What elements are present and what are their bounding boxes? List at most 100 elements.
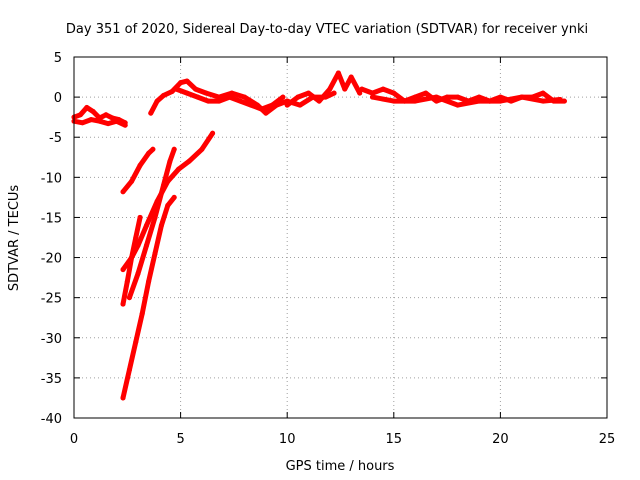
data-point <box>561 98 567 104</box>
data-point <box>359 86 365 92</box>
data-point <box>161 93 167 99</box>
data-point <box>391 98 397 104</box>
data-point <box>540 90 546 96</box>
data-point <box>433 94 439 100</box>
y-tick-label: -40 <box>41 412 62 427</box>
data-point <box>84 105 90 111</box>
data-point <box>120 395 126 401</box>
x-tick-label: 25 <box>599 432 616 447</box>
x-axis-title: GPS time / hours <box>286 459 395 474</box>
data-point <box>137 214 143 220</box>
data-point <box>519 94 525 100</box>
data-point <box>237 98 243 104</box>
tick-layer: 0 5 10 15 20 25 5 0 -5 -10 -15 -20 -25 -30 -35 -40 <box>41 51 616 447</box>
data-point <box>97 118 103 124</box>
data-point <box>105 121 111 127</box>
x-tick-label: 15 <box>386 432 403 447</box>
data-point <box>193 86 199 92</box>
data-point <box>133 339 139 345</box>
y-tick-label: -30 <box>41 332 62 347</box>
data-point <box>357 90 363 96</box>
data-point <box>412 98 418 104</box>
data-point <box>129 255 135 261</box>
data-point <box>310 94 316 100</box>
data-point <box>195 94 201 100</box>
data-point <box>165 202 171 208</box>
y-tick-label: 0 <box>54 91 62 106</box>
data-point <box>323 94 329 100</box>
data-point <box>135 271 141 277</box>
data-point <box>173 86 179 92</box>
data-point <box>124 279 130 285</box>
data-point <box>327 86 333 92</box>
data-point <box>227 94 233 100</box>
data-point <box>126 295 132 301</box>
chart-title: Day 351 of 2020, Sidereal Day-to-day VTE… <box>66 22 588 37</box>
x-tick-label: 20 <box>492 432 509 447</box>
data-point <box>103 112 109 118</box>
data-point <box>476 98 482 104</box>
y-tick-label: -20 <box>41 252 62 267</box>
data-point <box>80 120 86 126</box>
data-point <box>242 94 248 100</box>
data-point <box>348 74 354 80</box>
data-point <box>199 146 205 152</box>
data-point <box>109 115 115 121</box>
data-point <box>146 279 152 285</box>
data-point <box>540 98 546 104</box>
data-point <box>391 90 397 96</box>
data-point <box>259 106 265 112</box>
data-point <box>171 194 177 200</box>
x-tick-label: 5 <box>176 432 184 447</box>
data-point <box>152 214 158 220</box>
data-point <box>154 98 160 104</box>
data-point <box>77 112 83 118</box>
data-point <box>280 94 286 100</box>
data-point <box>229 90 235 96</box>
data-point <box>146 150 152 156</box>
data-point <box>205 98 211 104</box>
data-point <box>297 102 303 108</box>
data-point <box>152 251 158 257</box>
data-point <box>175 166 181 172</box>
y-tick-label: -5 <box>49 131 62 146</box>
data-point <box>306 90 312 96</box>
data-point <box>120 189 126 195</box>
data-point <box>342 86 348 92</box>
y-tick-label: -10 <box>41 171 62 186</box>
data-point <box>295 94 301 100</box>
data-point <box>139 311 145 317</box>
data-point <box>158 222 164 228</box>
data-point <box>380 86 386 92</box>
y-tick-label: -15 <box>41 211 62 226</box>
data-point <box>476 94 482 100</box>
data-point <box>184 78 190 84</box>
data-point <box>122 122 128 128</box>
series-line <box>370 94 563 108</box>
data-point <box>248 102 254 108</box>
data-point <box>284 98 290 104</box>
data-point <box>88 117 94 123</box>
data-point <box>114 118 120 124</box>
data-point <box>455 102 461 108</box>
data-point <box>171 146 177 152</box>
y-tick-label: -35 <box>41 372 62 387</box>
data-point <box>167 158 173 164</box>
data-point <box>497 98 503 104</box>
data-point <box>423 90 429 96</box>
data-point <box>150 146 156 152</box>
data-point <box>216 98 222 104</box>
y-axis-title: SDTVAR / TECUs <box>7 185 22 292</box>
data-point <box>126 367 132 373</box>
data-point <box>335 70 341 76</box>
y-tick-label: -25 <box>41 292 62 307</box>
data-point <box>316 98 322 104</box>
data-point <box>143 222 149 228</box>
data-point <box>269 102 275 108</box>
data-layer <box>71 70 567 401</box>
data-point <box>148 110 154 116</box>
data-point <box>557 97 563 103</box>
data-point <box>203 90 209 96</box>
